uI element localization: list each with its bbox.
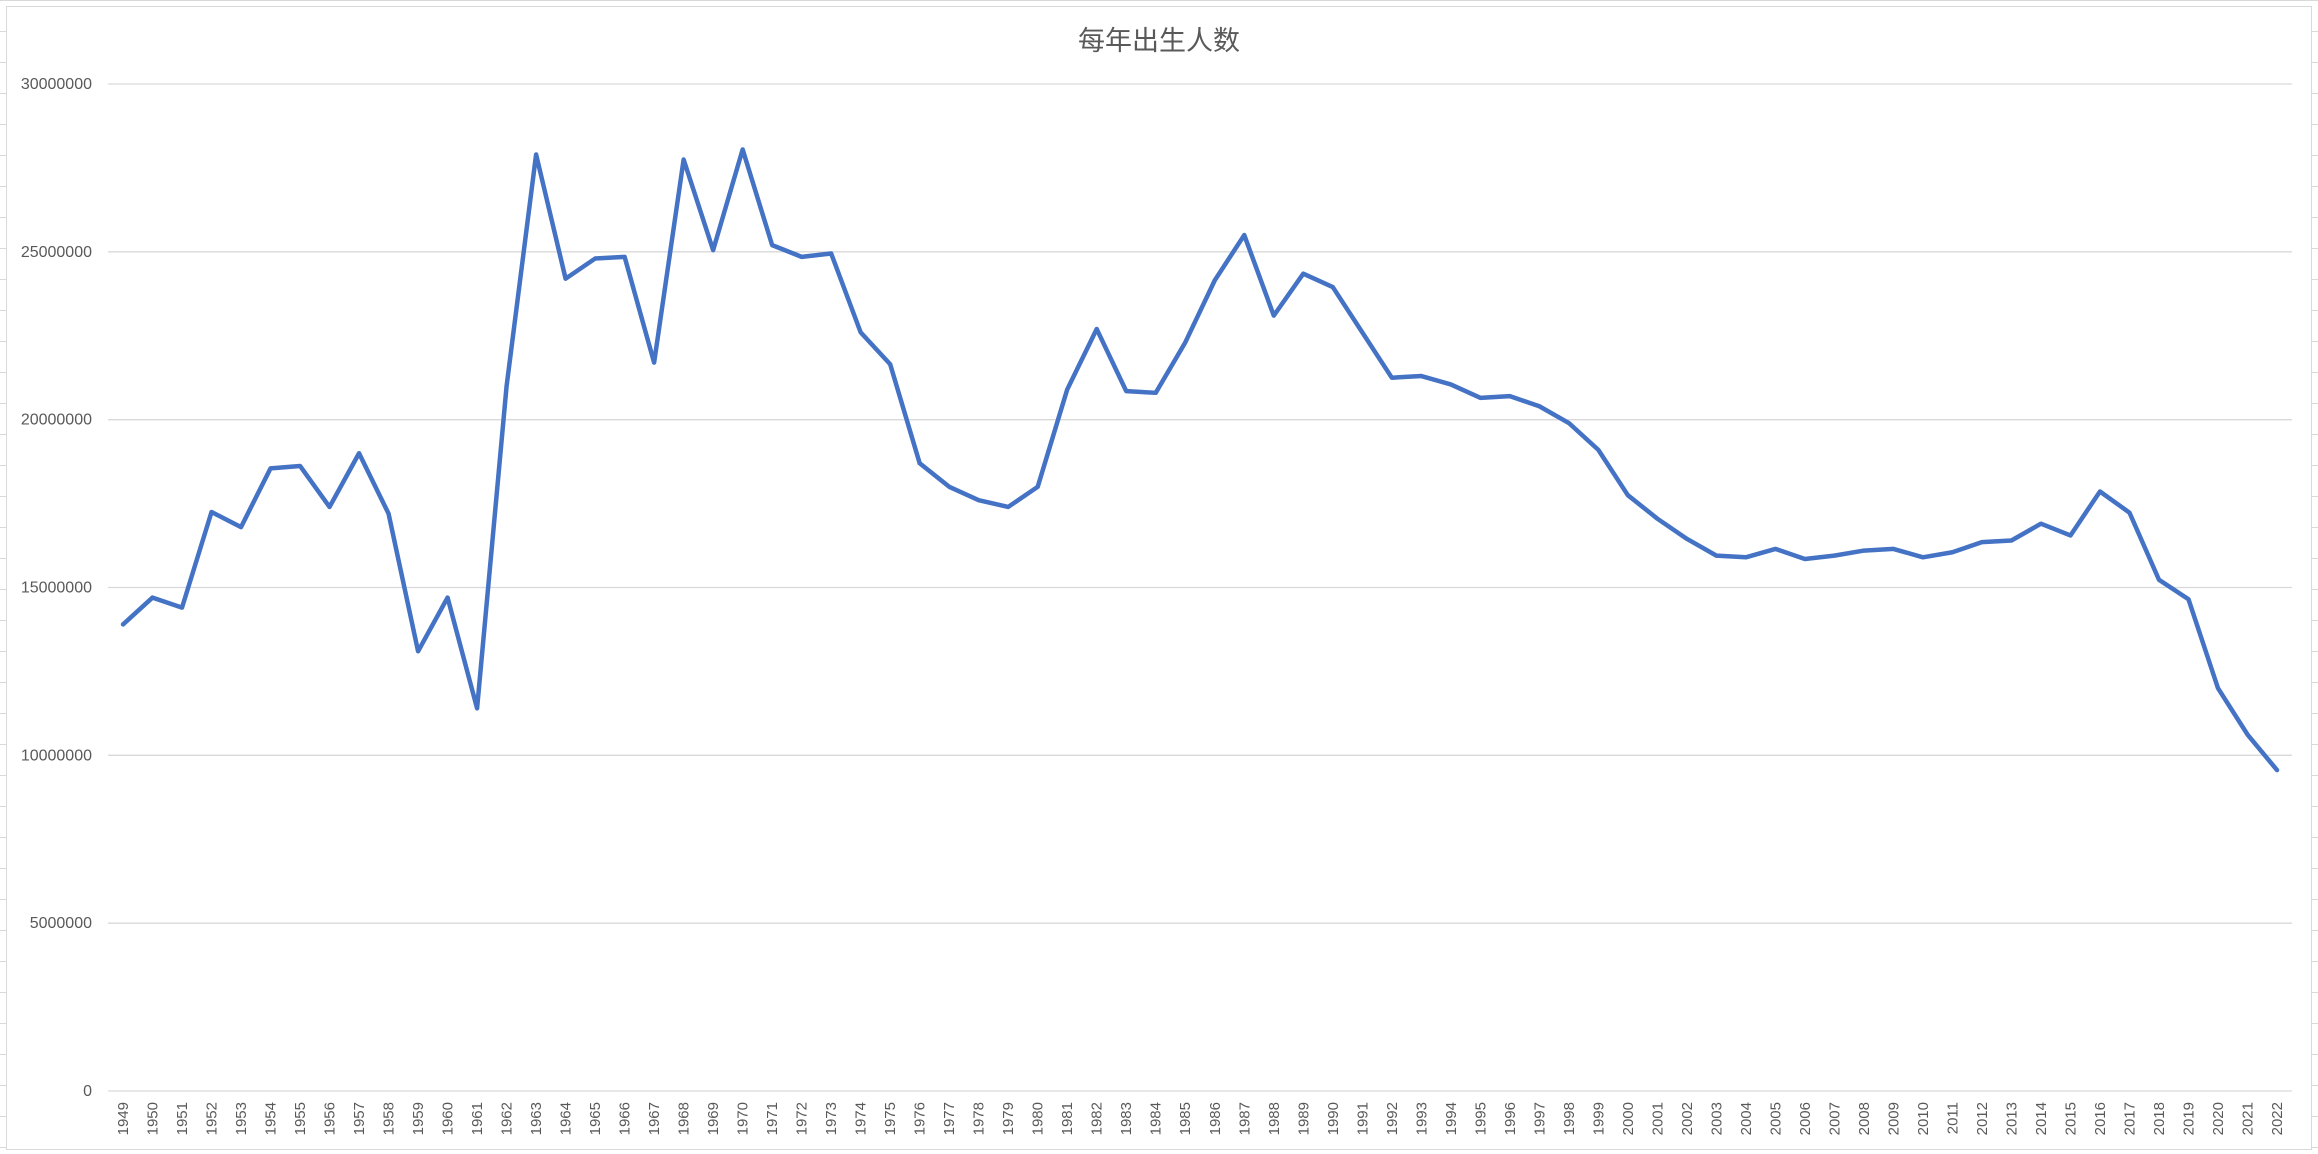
x-tick-label: 1994 bbox=[1443, 1102, 1460, 1135]
x-tick-label: 1995 bbox=[1472, 1102, 1489, 1135]
series-layer bbox=[120, 147, 2280, 773]
x-tick-label: 1993 bbox=[1413, 1102, 1430, 1135]
x-tick-label: 1955 bbox=[292, 1102, 309, 1135]
x-tick-label: 1956 bbox=[322, 1102, 339, 1135]
y-tick-label: 25000000 bbox=[21, 244, 92, 261]
x-tick-label: 2016 bbox=[2092, 1102, 2109, 1135]
x-tick-label: 2009 bbox=[1885, 1102, 1902, 1135]
x-tick-label: 2012 bbox=[1974, 1102, 1991, 1135]
x-tick-label: 1982 bbox=[1089, 1102, 1106, 1135]
x-tick-label: 2017 bbox=[2121, 1102, 2138, 1135]
x-tick-label: 1976 bbox=[912, 1102, 929, 1135]
x-tick-label: 1983 bbox=[1118, 1102, 1135, 1135]
x-tick-label: 1980 bbox=[1030, 1102, 1047, 1135]
x-tick-label: 2003 bbox=[1708, 1102, 1725, 1135]
x-tick-label: 1998 bbox=[1561, 1102, 1578, 1135]
x-tick-label: 1970 bbox=[735, 1102, 752, 1135]
x-tick-label: 1992 bbox=[1384, 1102, 1401, 1135]
chart-frame[interactable] bbox=[6, 6, 2312, 1150]
y-tick-label: 5000000 bbox=[30, 915, 92, 932]
x-tick-label: 2022 bbox=[2269, 1102, 2286, 1135]
x-tick-label: 1954 bbox=[263, 1102, 280, 1135]
x-tick-label: 1963 bbox=[528, 1102, 545, 1135]
x-tick-label: 2006 bbox=[1797, 1102, 1814, 1135]
x-axis-labels: 1949 1950 1951 1952 1953 1954 1955 1956 1957 1958… bbox=[115, 1102, 2286, 1135]
y-gridlines bbox=[108, 83, 2292, 1092]
x-tick-label: 2018 bbox=[2151, 1102, 2168, 1135]
x-tick-label: 1988 bbox=[1266, 1102, 1283, 1135]
x-tick-label: 2000 bbox=[1620, 1102, 1637, 1135]
x-tick-label: 1966 bbox=[617, 1102, 634, 1135]
x-tick-label: 1977 bbox=[941, 1102, 958, 1135]
x-tick-label: 1950 bbox=[145, 1102, 162, 1135]
x-tick-label: 1962 bbox=[499, 1102, 516, 1135]
x-tick-label: 1949 bbox=[115, 1102, 132, 1135]
x-tick-label: 2019 bbox=[2180, 1102, 2197, 1135]
x-tick-label: 1952 bbox=[204, 1102, 221, 1135]
x-tick-label: 1953 bbox=[233, 1102, 250, 1135]
x-tick-label: 1997 bbox=[1531, 1102, 1548, 1135]
x-tick-label: 1968 bbox=[676, 1102, 693, 1135]
x-tick-label: 1996 bbox=[1502, 1102, 1519, 1135]
chart-title: 每年出生人数 bbox=[1078, 26, 1240, 57]
x-tick-label: 2010 bbox=[1915, 1102, 1932, 1135]
x-tick-label: 1986 bbox=[1207, 1102, 1224, 1135]
x-tick-label: 1961 bbox=[469, 1102, 486, 1135]
x-tick-label: 2001 bbox=[1649, 1102, 1666, 1135]
x-tick-label: 1967 bbox=[646, 1102, 663, 1135]
x-tick-label: 1975 bbox=[882, 1102, 899, 1135]
y-tick-label: 10000000 bbox=[21, 747, 92, 764]
x-tick-label: 2015 bbox=[2062, 1102, 2079, 1135]
x-tick-label: 1985 bbox=[1177, 1102, 1194, 1135]
y-tick-label: 0 bbox=[83, 1083, 92, 1100]
x-tick-label: 1981 bbox=[1059, 1102, 1076, 1135]
x-tick-label: 1969 bbox=[705, 1102, 722, 1135]
x-tick-label: 2005 bbox=[1767, 1102, 1784, 1135]
x-tick-label: 2007 bbox=[1826, 1102, 1843, 1135]
x-tick-label: 1974 bbox=[853, 1102, 870, 1135]
x-tick-label: 1979 bbox=[1000, 1102, 1017, 1135]
x-tick-label: 1989 bbox=[1295, 1102, 1312, 1135]
x-tick-label: 1951 bbox=[174, 1102, 191, 1135]
x-tick-label: 1959 bbox=[410, 1102, 427, 1135]
x-tick-label: 1972 bbox=[794, 1102, 811, 1135]
y-axis-labels: 0 5000000 10000000 15000000 20000000 25000000… bbox=[21, 76, 92, 1100]
x-tick-label: 1960 bbox=[440, 1102, 457, 1135]
x-tick-label: 1958 bbox=[381, 1102, 398, 1135]
x-tick-label: 1973 bbox=[823, 1102, 840, 1135]
x-tick-label: 2013 bbox=[2003, 1102, 2020, 1135]
y-tick-label: 15000000 bbox=[21, 580, 92, 597]
x-tick-label: 2008 bbox=[1856, 1102, 1873, 1135]
x-tick-label: 1965 bbox=[587, 1102, 604, 1135]
x-tick-label: 1987 bbox=[1236, 1102, 1253, 1135]
x-tick-label: 1978 bbox=[971, 1102, 988, 1135]
x-tick-label: 2004 bbox=[1738, 1102, 1755, 1135]
x-tick-label: 2020 bbox=[2210, 1102, 2227, 1135]
x-tick-label: 1991 bbox=[1354, 1102, 1371, 1135]
x-tick-label: 2021 bbox=[2239, 1102, 2256, 1135]
x-tick-label: 1984 bbox=[1148, 1102, 1165, 1135]
x-tick-label: 1957 bbox=[351, 1102, 368, 1135]
x-tick-label: 1964 bbox=[558, 1102, 575, 1135]
x-tick-label: 2011 bbox=[1944, 1102, 1961, 1134]
x-tick-label: 2002 bbox=[1679, 1102, 1696, 1135]
y-tick-label: 20000000 bbox=[21, 412, 92, 429]
x-tick-label: 1990 bbox=[1325, 1102, 1342, 1135]
x-tick-label: 1999 bbox=[1590, 1102, 1607, 1135]
y-tick-label: 30000000 bbox=[21, 76, 92, 93]
series-line-0[interactable] bbox=[120, 147, 2280, 773]
x-tick-label: 1971 bbox=[764, 1102, 781, 1135]
x-tick-label: 2014 bbox=[2033, 1102, 2050, 1135]
